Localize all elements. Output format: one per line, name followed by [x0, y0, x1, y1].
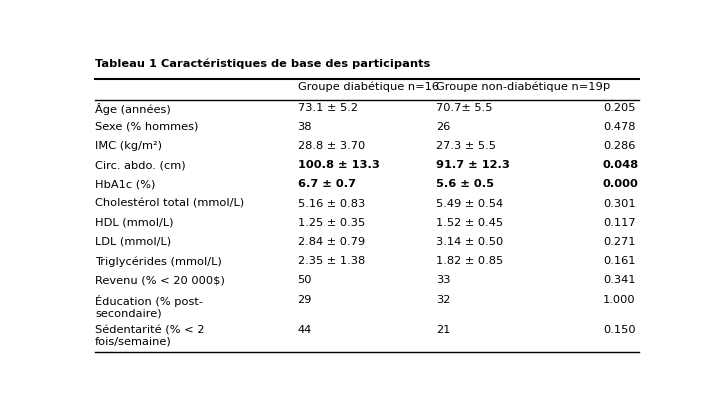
Text: 29: 29 [298, 295, 312, 304]
Text: Groupe non-diabétique n=19: Groupe non-diabétique n=19 [436, 81, 603, 91]
Text: Triglycérides (mmol/L): Triglycérides (mmol/L) [95, 256, 222, 267]
Text: 26: 26 [436, 122, 450, 132]
Text: 91.7 ± 12.3: 91.7 ± 12.3 [436, 160, 511, 170]
Text: 0.150: 0.150 [603, 325, 635, 335]
Text: 28.8 ± 3.70: 28.8 ± 3.70 [298, 141, 365, 151]
Text: 0.341: 0.341 [603, 275, 635, 285]
Text: Sexe (% hommes): Sexe (% hommes) [95, 122, 198, 132]
Text: IMC (kg/m²): IMC (kg/m²) [95, 141, 162, 151]
Text: 0.000: 0.000 [603, 180, 639, 189]
Text: Tableau 1 Caractéristiques de base des participants: Tableau 1 Caractéristiques de base des p… [95, 58, 430, 69]
Text: 73.1 ± 5.2: 73.1 ± 5.2 [298, 103, 357, 113]
Text: HbA1c (%): HbA1c (%) [95, 180, 155, 189]
Text: 3.14 ± 0.50: 3.14 ± 0.50 [436, 237, 503, 247]
Text: 38: 38 [298, 122, 312, 132]
Text: 2.35 ± 1.38: 2.35 ± 1.38 [298, 256, 365, 266]
Text: 0.205: 0.205 [603, 103, 635, 113]
Text: 1.82 ± 0.85: 1.82 ± 0.85 [436, 256, 503, 266]
Text: Circ. abdo. (cm): Circ. abdo. (cm) [95, 160, 185, 170]
Text: Éducation (% post-
secondaire): Éducation (% post- secondaire) [95, 295, 203, 318]
Text: 1.000: 1.000 [603, 295, 635, 304]
Text: 5.49 ± 0.54: 5.49 ± 0.54 [436, 199, 503, 208]
Text: 44: 44 [298, 325, 312, 335]
Text: Sédentarité (% < 2
fois/semaine): Sédentarité (% < 2 fois/semaine) [95, 325, 205, 347]
Text: 0.048: 0.048 [603, 160, 639, 170]
Text: 1.52 ± 0.45: 1.52 ± 0.45 [436, 218, 503, 228]
Text: 21: 21 [436, 325, 450, 335]
Text: 5.16 ± 0.83: 5.16 ± 0.83 [298, 199, 365, 208]
Text: 2.84 ± 0.79: 2.84 ± 0.79 [298, 237, 364, 247]
Text: 0.301: 0.301 [603, 199, 635, 208]
Text: LDL (mmol/L): LDL (mmol/L) [95, 237, 171, 247]
Text: 0.117: 0.117 [603, 218, 635, 228]
Text: 0.286: 0.286 [603, 141, 635, 151]
Text: Âge (années): Âge (années) [95, 103, 171, 115]
Text: 1.25 ± 0.35: 1.25 ± 0.35 [298, 218, 365, 228]
Text: 32: 32 [436, 295, 450, 304]
Text: 100.8 ± 13.3: 100.8 ± 13.3 [298, 160, 379, 170]
Text: 27.3 ± 5.5: 27.3 ± 5.5 [436, 141, 496, 151]
Text: Groupe diabétique n=16: Groupe diabétique n=16 [298, 81, 439, 91]
Text: 0.161: 0.161 [603, 256, 635, 266]
Text: 33: 33 [436, 275, 451, 285]
Text: 0.478: 0.478 [603, 122, 635, 132]
Text: Revenu (% < 20 000$): Revenu (% < 20 000$) [95, 275, 225, 285]
Text: 6.7 ± 0.7: 6.7 ± 0.7 [298, 180, 356, 189]
Text: Cholestérol total (mmol/L): Cholestérol total (mmol/L) [95, 199, 244, 208]
Text: p: p [603, 81, 610, 91]
Text: HDL (mmol/L): HDL (mmol/L) [95, 218, 173, 228]
Text: 50: 50 [298, 275, 312, 285]
Text: 0.271: 0.271 [603, 237, 635, 247]
Text: 70.7± 5.5: 70.7± 5.5 [436, 103, 493, 113]
Text: 5.6 ± 0.5: 5.6 ± 0.5 [436, 180, 494, 189]
